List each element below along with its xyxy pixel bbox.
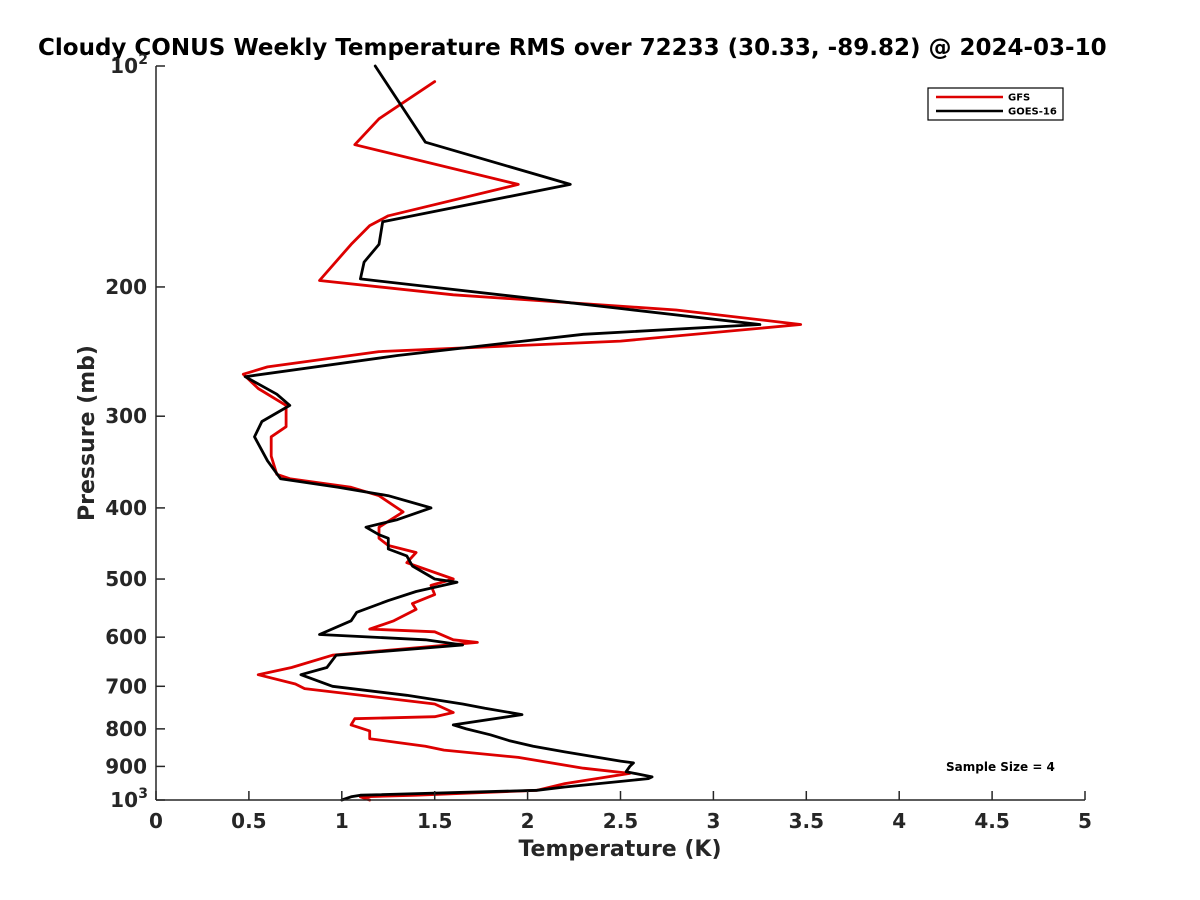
x-ticks: 0 0.5 1 1.5 2 2.5 3 3.5 4 4.5 5 (149, 791, 1092, 833)
x-tick-label: 5 (1078, 809, 1092, 833)
y-tick-label: 300 (105, 404, 147, 428)
y-tick-label: 700 (105, 674, 147, 698)
x-tick-label: 0.5 (231, 809, 266, 833)
series-line-gfs (241, 80, 803, 802)
x-tick-label: 2.5 (603, 809, 638, 833)
y-tick-exponent: 3 (138, 786, 148, 802)
y-tick-label: 800 (105, 717, 147, 741)
x-tick-label: 0 (149, 809, 163, 833)
y-axis-label: Pressure (mb) (75, 345, 100, 521)
chart-title: Cloudy CONUS Weekly Temperature RMS over… (38, 35, 1107, 61)
series-line-goes16 (243, 64, 762, 802)
y-tick-label: 10 (110, 54, 138, 78)
series-layer (241, 64, 803, 802)
y-tick-label: 900 (105, 754, 147, 778)
y-tick-label: 600 (105, 625, 147, 649)
x-tick-label: 4 (892, 809, 906, 833)
x-axis-label: Temperature (K) (518, 837, 721, 862)
legend-label-goes16: GOES-16 (1008, 107, 1057, 118)
y-tick-exponent: 2 (138, 52, 148, 68)
x-tick-label: 2 (521, 809, 535, 833)
y-tick-label: 400 (105, 496, 147, 520)
x-tick-label: 4.5 (974, 809, 1009, 833)
x-tick-label: 1 (335, 809, 349, 833)
legend-label-gfs: GFS (1008, 93, 1030, 104)
sample-size-annotation: Sample Size = 4 (946, 760, 1055, 774)
legend: GFS GOES-16 (927, 87, 1064, 121)
x-tick-label: 3.5 (789, 809, 824, 833)
x-tick-label: 1.5 (417, 809, 452, 833)
x-tick-label: 3 (706, 809, 720, 833)
y-tick-label: 500 (105, 567, 147, 591)
legend-box (927, 87, 1064, 121)
y-tick-label: 200 (105, 275, 147, 299)
plot-background (156, 66, 1085, 800)
y-tick-label: 10 (110, 788, 138, 812)
plot-area (156, 66, 1085, 800)
